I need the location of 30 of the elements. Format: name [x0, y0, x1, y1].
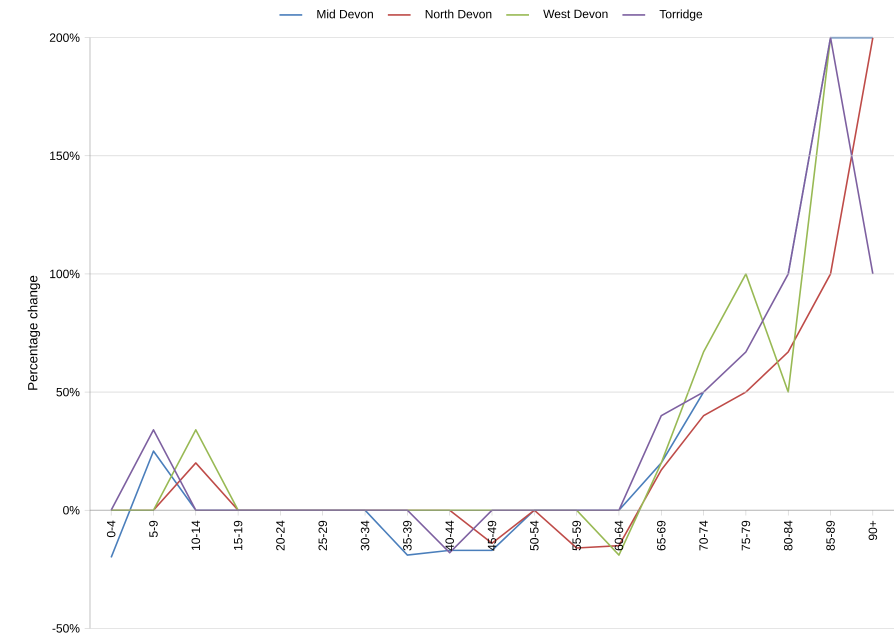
x-tick-label: 90+	[868, 520, 878, 540]
legend-label: Mid Devon	[317, 10, 373, 18]
x-tick-label: 45-49	[488, 520, 496, 551]
x-tick-label: 65-69	[657, 520, 666, 550]
y-tick-label: 200%	[50, 33, 80, 42]
y-axis-title: Percentage change	[28, 276, 40, 390]
legend-label: Torridge	[660, 10, 702, 21]
x-tick-label: 80-84	[784, 520, 792, 550]
x-tick-label: 75-79	[742, 520, 750, 550]
x-tick-label: 70-74	[699, 520, 708, 550]
x-tick-label: 25-29	[318, 520, 327, 550]
x-tick-label: 15-19	[234, 520, 242, 550]
x-tick-label: 55-59	[572, 520, 581, 550]
x-tick-label: 5-9	[149, 520, 158, 538]
legend-label: West Devon	[543, 10, 608, 18]
x-tick-label: 85-89	[826, 520, 835, 550]
x-tick-label: 40-44	[445, 520, 454, 551]
y-tick-label: 50%	[56, 388, 80, 396]
y-tick-label: 150%	[50, 152, 80, 160]
y-tick-label: 100%	[50, 270, 80, 278]
legend-label: North Devon	[426, 10, 492, 18]
x-tick-label: 10-14	[192, 520, 200, 550]
x-tick-label: 30-34	[360, 520, 370, 550]
y-tick-label: -50%	[52, 624, 80, 633]
x-tick-label: 20-24	[276, 520, 285, 550]
x-tick-label: 50-54	[530, 520, 539, 550]
x-tick-label: 60-64	[614, 520, 624, 550]
y-tick-label: 0%	[63, 506, 80, 514]
x-tick-label: 0-4	[106, 520, 116, 538]
x-tick-label: 35-39	[403, 520, 412, 550]
